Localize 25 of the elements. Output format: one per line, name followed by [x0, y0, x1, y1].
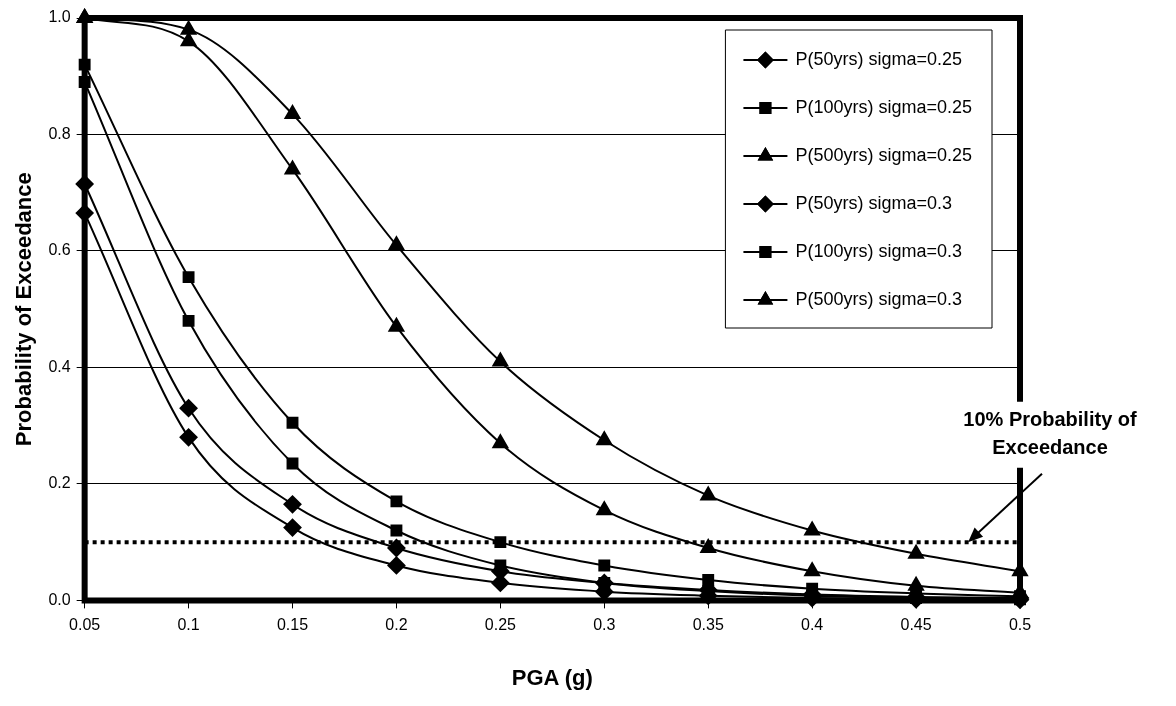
y-tick-label: 0.6	[48, 241, 71, 259]
legend-label: P(100yrs) sigma=0.3	[795, 240, 962, 261]
x-tick-label: 0.15	[276, 616, 309, 634]
legend-label: P(100yrs) sigma=0.25	[795, 96, 973, 117]
x-tick-label: 0.4	[801, 616, 824, 634]
x-tick-label: 0.05	[69, 616, 101, 634]
y-axis-title: Probability of Exceedance	[11, 172, 37, 447]
legend-label: P(50yrs) sigma=0.25	[795, 48, 962, 69]
x-axis-title: PGA (g)	[511, 664, 593, 690]
y-tick-label: 0.8	[48, 124, 71, 142]
annotation: 10% Probability of Exceedance	[963, 407, 1138, 458]
x-tick-label: 0.2	[385, 616, 408, 634]
y-tick-label: 0.0	[48, 590, 71, 608]
x-tick-label: 0.5	[1008, 616, 1032, 634]
y-tick-label: 0.4	[48, 357, 71, 375]
legend-label: P(500yrs) sigma=0.3	[795, 288, 962, 309]
x-tick-label: 0.3	[593, 616, 616, 634]
legend-label: P(500yrs) sigma=0.25	[795, 144, 973, 165]
x-tick-label: 0.35	[692, 616, 724, 634]
legend-label: P(50yrs) sigma=0.3	[795, 192, 952, 213]
x-tick-label: 0.45	[900, 616, 932, 634]
y-tick-label: 1.0	[48, 8, 71, 26]
x-tick-label: 0.1	[177, 616, 200, 634]
x-tick-label: 0.25	[484, 616, 517, 634]
y-tick-label: 0.2	[48, 474, 71, 492]
